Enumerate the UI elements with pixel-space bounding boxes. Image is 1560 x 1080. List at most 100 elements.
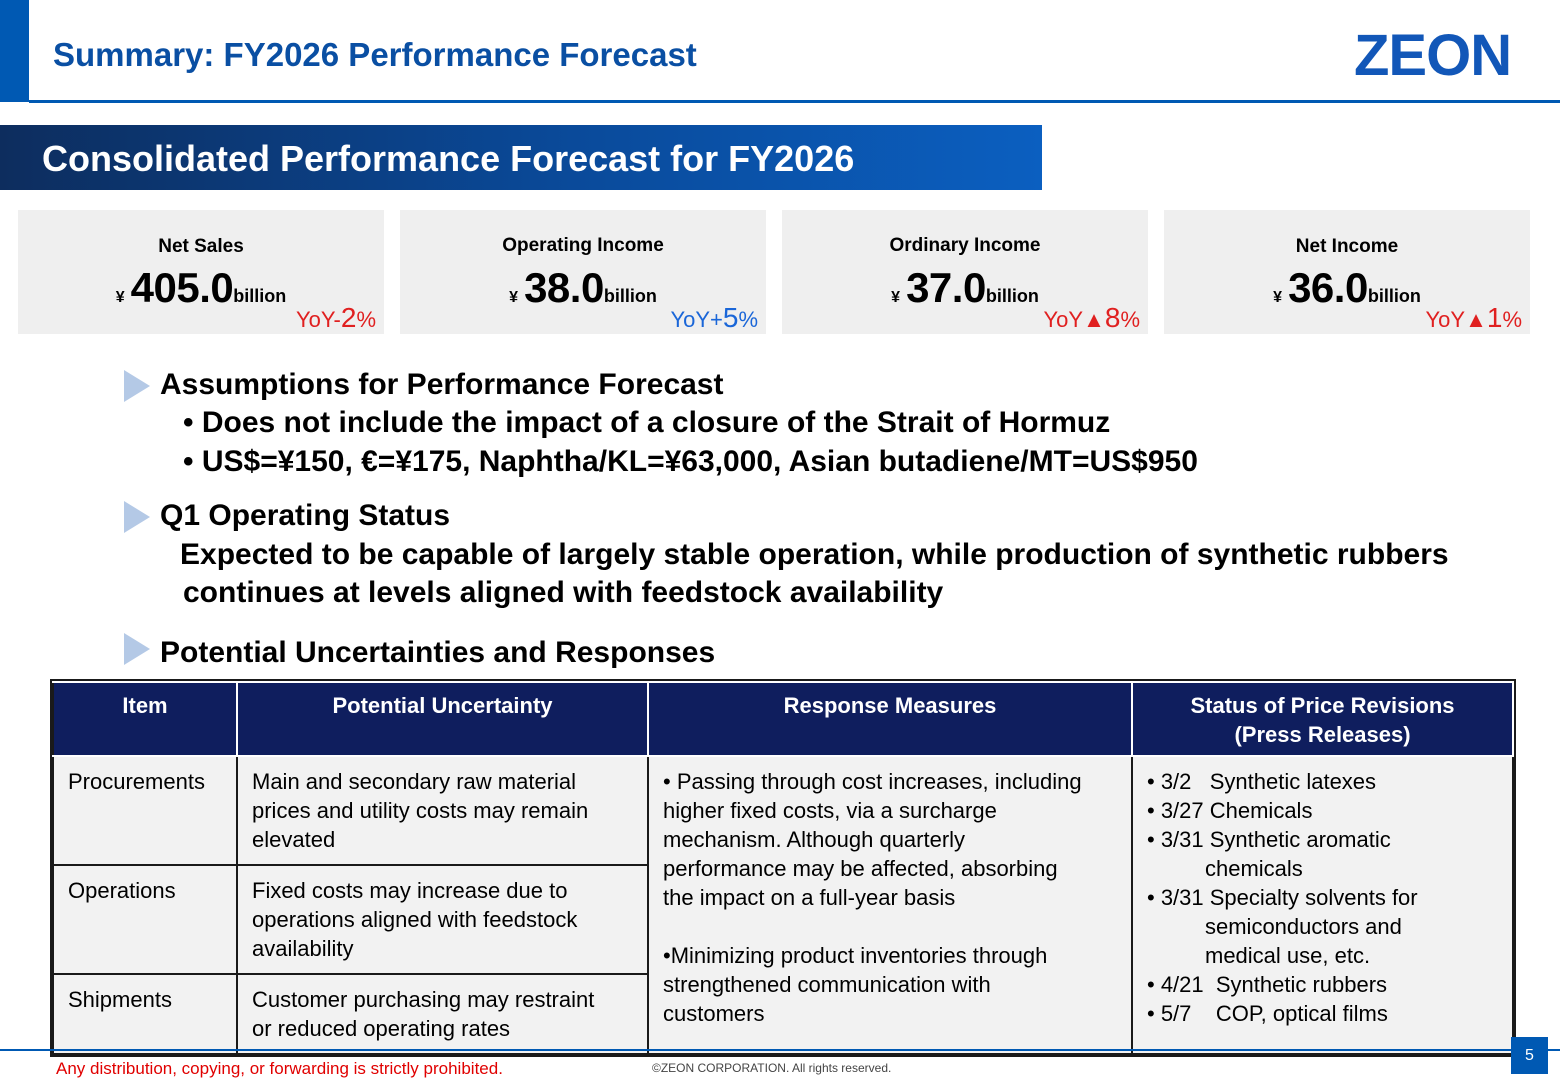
cell-uncertainty: Fixed costs may increase due to operatio… — [236, 864, 649, 975]
kpi-currency: ¥ — [115, 289, 125, 306]
cell-line: • 5/7 COP, optical films — [1147, 1001, 1388, 1026]
cell-line: prices and utility costs may remain — [252, 798, 589, 823]
header-line: Status of Price Revisions — [1190, 693, 1455, 718]
cell-line — [663, 912, 1117, 941]
header-line: (Press Releases) — [1234, 722, 1411, 747]
kpi-card-operating-income: Operating Income ¥38.0billion YoY+5% — [400, 210, 766, 334]
section-arrow-icon — [124, 370, 150, 402]
kpi-yoy-prefix: YoY▲ — [1043, 307, 1105, 332]
kpi-yoy-prefix: YoY▲ — [1425, 307, 1487, 332]
kpi-number: 405.0 — [130, 264, 234, 311]
kpi-card-net-income: Net Income ¥36.0billion YoY▲1% — [1164, 210, 1530, 334]
section-arrow-icon — [124, 633, 150, 665]
column-header-response: Response Measures — [647, 681, 1133, 757]
cell-line: • 3/27 Chemicals — [1147, 798, 1313, 823]
kpi-value: ¥36.0billion — [1164, 264, 1530, 312]
kpi-currency: ¥ — [891, 289, 901, 306]
kpi-number: 38.0 — [524, 264, 604, 311]
cell-line: or reduced operating rates — [252, 1016, 511, 1041]
cell-line: • 3/2 Synthetic latexes — [1147, 769, 1377, 794]
footer-divider — [0, 1049, 1560, 1051]
header-divider — [29, 100, 1560, 103]
kpi-number: 36.0 — [1288, 264, 1368, 311]
uncertainties-heading: Potential Uncertainties and Responses — [160, 636, 716, 669]
section-banner: Consolidated Performance Forecast for FY… — [0, 125, 1042, 190]
cell-line: Main and secondary raw material — [252, 769, 577, 794]
cell-line: performance may be affected, absorbing — [663, 856, 1058, 881]
column-header-uncertainty: Potential Uncertainty — [236, 681, 649, 757]
cell-item: Procurements — [52, 755, 238, 866]
kpi-yoy-prefix: YoY- — [295, 307, 341, 332]
kpi-currency: ¥ — [509, 289, 519, 306]
kpi-unit: billion — [603, 286, 657, 306]
cell-price-revisions: • 3/2 Synthetic latexes • 3/27 Chemicals… — [1131, 755, 1514, 1055]
cell-line: • 4/21 Synthetic rubbers — [1147, 972, 1388, 997]
page-number: 5 — [1511, 1037, 1548, 1074]
kpi-yoy-suffix: % — [1502, 307, 1522, 332]
cell-line: the impact on a full-year basis — [663, 885, 956, 910]
cell-line: Fixed costs may increase due to — [252, 878, 568, 903]
kpi-yoy-prefix: YoY+ — [670, 307, 723, 332]
kpi-yoy-value: 1 — [1486, 302, 1503, 333]
kpi-label: Ordinary Income — [889, 235, 1041, 256]
table-header-row: Item Potential Uncertainty Response Meas… — [52, 681, 1514, 757]
kpi-yoy-value: 2 — [340, 302, 357, 333]
cell-line: strengthened communication with — [663, 972, 991, 997]
kpi-label: Net Income — [1295, 236, 1399, 257]
q1-text-line: continues at levels aligned with feedsto… — [183, 576, 944, 609]
cell-line: Customer purchasing may restraint — [252, 987, 595, 1012]
kpi-yoy: YoY-2% — [296, 302, 376, 334]
kpi-yoy-value: 8 — [1104, 302, 1121, 333]
cell-line: elevated — [252, 827, 336, 852]
kpi-card-ordinary-income: Ordinary Income ¥37.0billion YoY▲8% — [782, 210, 1148, 334]
q1-heading: Q1 Operating Status — [160, 499, 451, 532]
cell-line: chemicals — [1205, 856, 1303, 881]
assumption-bullet: • US$=¥150, €=¥175, Naphtha/KL=¥63,000, … — [183, 445, 1198, 478]
page-title: Summary: FY2026 Performance Forecast — [53, 36, 697, 73]
kpi-yoy: YoY▲8% — [1044, 302, 1140, 334]
cell-line: customers — [663, 1001, 765, 1026]
kpi-yoy-suffix: % — [738, 307, 758, 332]
kpi-yoy-suffix: % — [356, 307, 376, 332]
kpi-yoy-suffix: % — [1120, 307, 1140, 332]
header-accent-bar — [0, 0, 29, 102]
column-header-price-revisions: Status of Price Revisions (Press Release… — [1131, 681, 1514, 757]
kpi-currency: ¥ — [1273, 289, 1283, 306]
cell-line: • Passing through cost increases, includ… — [663, 769, 1082, 794]
kpi-value: ¥38.0billion — [400, 264, 766, 312]
column-header-item: Item — [52, 681, 238, 757]
kpi-unit: billion — [1367, 286, 1421, 306]
kpi-label: Net Sales — [158, 236, 244, 257]
uncertainties-table: Item Potential Uncertainty Response Meas… — [50, 679, 1516, 1057]
kpi-number: 37.0 — [906, 264, 986, 311]
cell-line: • 3/31 Synthetic aromatic — [1147, 827, 1391, 852]
cell-uncertainty: Main and secondary raw material prices a… — [236, 755, 649, 866]
kpi-yoy-value: 5 — [722, 302, 739, 333]
copyright-notice: ©ZEON CORPORATION. All rights reserved. — [652, 1061, 892, 1075]
cell-response-measures: • Passing through cost increases, includ… — [647, 755, 1133, 1055]
table-row: Operations Fixed costs may increase due … — [52, 864, 1513, 975]
cell-line: operations aligned with feedstock — [252, 907, 578, 932]
cell-line: availability — [252, 936, 354, 961]
cell-uncertainty: Customer purchasing may restraint or red… — [236, 973, 649, 1055]
kpi-value: ¥405.0billion — [18, 264, 384, 312]
cell-line: mechanism. Although quarterly — [663, 827, 966, 852]
cell-line: •Minimizing product inventories through — [663, 943, 1048, 968]
kpi-unit: billion — [233, 286, 287, 306]
cell-line: semiconductors and — [1205, 914, 1402, 939]
kpi-unit: billion — [985, 286, 1039, 306]
zeon-logo: ZEON — [1354, 23, 1512, 88]
table-row: Procurements Main and secondary raw mate… — [52, 755, 1514, 1055]
distribution-warning: Any distribution, copying, or forwarding… — [56, 1059, 503, 1078]
kpi-value: ¥37.0billion — [782, 264, 1148, 312]
banner-title: Consolidated Performance Forecast for FY… — [42, 138, 855, 179]
cell-line: • 3/31 Specialty solvents for — [1147, 885, 1418, 910]
q1-text-line: Expected to be capable of largely stable… — [180, 538, 1449, 571]
assumption-bullet: • Does not include the impact of a closu… — [183, 406, 1111, 439]
cell-item: Operations — [52, 864, 238, 975]
assumptions-heading: Assumptions for Performance Forecast — [160, 368, 724, 401]
section-arrow-icon — [124, 501, 150, 533]
cell-item: Shipments — [52, 973, 238, 1055]
cell-line: medical use, etc. — [1205, 943, 1371, 968]
kpi-yoy: YoY+5% — [670, 302, 758, 334]
